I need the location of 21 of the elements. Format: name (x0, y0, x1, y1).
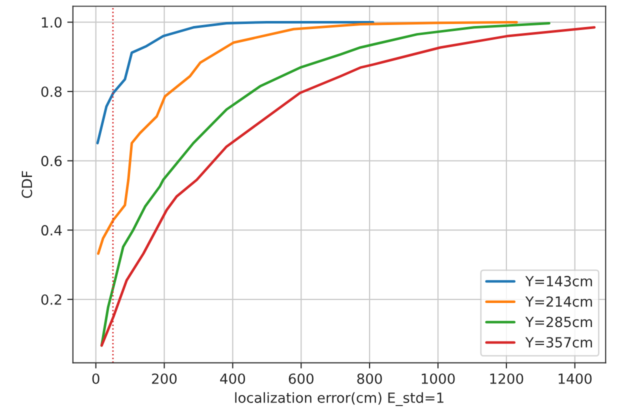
x-tick-label: 1000 (422, 373, 455, 384)
x-tick-label: 0 (92, 373, 100, 384)
line-series (96, 20, 518, 255)
y-tick-label: 1.0 (42, 17, 62, 28)
y-tick-label: 0.2 (41, 294, 62, 305)
x-tick-label: 1200 (490, 373, 524, 384)
x-tick-label: 800 (357, 373, 382, 384)
legend-label: Y=214cm (525, 296, 592, 307)
x-tick-label: 600 (288, 373, 314, 384)
legend-label: Y=143cm (525, 276, 592, 286)
legend-label: Y=357cm (525, 337, 592, 348)
y-tick-label: 0.8 (41, 86, 62, 97)
x-tick-label: 1400 (558, 373, 592, 384)
y-axis-title: CDF (22, 171, 32, 198)
x-axis-title: localization error(cm) E_std=1 (235, 392, 444, 406)
legend-label: Y=285cm (525, 316, 592, 328)
y-tick-label: 0.4 (41, 225, 62, 236)
x-tick-label: 400 (220, 373, 246, 384)
line-series (96, 20, 374, 144)
y-tick-label: 0.6 (41, 156, 62, 166)
x-tick-label: 200 (152, 373, 177, 384)
